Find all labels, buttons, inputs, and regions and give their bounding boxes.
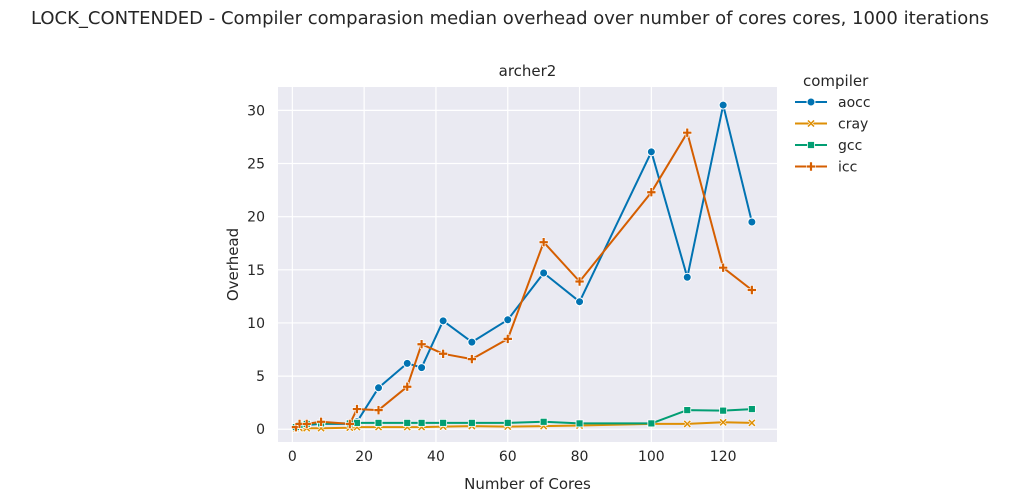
data-point-aocc bbox=[747, 217, 757, 227]
data-point-icc bbox=[438, 348, 448, 359]
data-point-icc bbox=[402, 381, 413, 392]
data-point-gcc bbox=[683, 406, 692, 415]
data-point-icc bbox=[747, 285, 757, 295]
y-tick-label: 5 bbox=[256, 369, 265, 385]
data-point-gcc bbox=[467, 418, 476, 427]
y-tick-label: 15 bbox=[247, 263, 265, 279]
data-point-aocc bbox=[646, 147, 656, 157]
data-point-aocc bbox=[438, 316, 448, 326]
data-point-icc bbox=[291, 422, 301, 432]
data-point-icc bbox=[316, 417, 326, 427]
data-point-aocc bbox=[718, 100, 728, 110]
x-tick-label: 0 bbox=[288, 449, 297, 465]
legend: compiler aocc cray gcc icc bbox=[795, 72, 871, 176]
data-point-aocc bbox=[417, 363, 427, 373]
legend-label-icc: icc bbox=[838, 160, 857, 176]
data-point-aocc bbox=[539, 268, 549, 278]
data-point-icc bbox=[682, 127, 693, 138]
data-point-cray bbox=[682, 419, 692, 429]
tick-labels: 0 20 40 60 80 100 120 0 5 10 15 20 25 30 bbox=[247, 103, 736, 465]
y-tick-label: 30 bbox=[247, 103, 265, 119]
data-point-icc bbox=[294, 419, 305, 429]
data-point-gcc bbox=[539, 417, 548, 426]
x-tick-label: 40 bbox=[427, 449, 445, 465]
data-point-aocc bbox=[682, 272, 692, 282]
legend-marker-icc bbox=[806, 161, 816, 172]
series-layer bbox=[291, 100, 757, 433]
data-point-gcc bbox=[647, 419, 656, 428]
data-point-aocc bbox=[402, 358, 412, 368]
series-icc bbox=[291, 127, 757, 432]
y-tick-label: 20 bbox=[247, 210, 265, 226]
x-axis-label: Number of Cores bbox=[464, 475, 591, 493]
data-point-icc bbox=[373, 405, 384, 415]
data-point-gcc bbox=[719, 406, 728, 415]
data-point-cray bbox=[747, 418, 757, 428]
data-point-gcc bbox=[747, 405, 756, 413]
legend-label-aocc: aocc bbox=[838, 95, 871, 111]
plot-area bbox=[278, 87, 777, 442]
data-point-icc bbox=[646, 187, 657, 198]
data-point-cray bbox=[718, 417, 728, 427]
legend-marker-gcc bbox=[807, 141, 815, 149]
data-point-gcc bbox=[503, 418, 512, 427]
legend-entry-gcc: gcc bbox=[795, 138, 862, 154]
gridlines bbox=[278, 87, 777, 442]
data-point-icc bbox=[502, 334, 513, 344]
data-point-icc bbox=[538, 237, 549, 247]
legend-label-cray: cray bbox=[838, 117, 868, 133]
legend-label-gcc: gcc bbox=[838, 138, 862, 154]
x-tick-label: 80 bbox=[571, 449, 589, 465]
data-point-icc bbox=[352, 404, 362, 414]
legend-marker-cray bbox=[806, 119, 816, 128]
x-tick-label: 100 bbox=[638, 449, 665, 465]
series-line-cray bbox=[295, 421, 752, 430]
x-tick-label: 20 bbox=[355, 449, 373, 465]
data-point-gcc bbox=[439, 418, 448, 427]
y-tick-label: 10 bbox=[247, 316, 265, 332]
x-tick-label: 60 bbox=[499, 449, 517, 465]
data-point-icc bbox=[467, 354, 477, 364]
data-point-gcc bbox=[403, 418, 412, 427]
legend-marker-aocc bbox=[806, 97, 816, 107]
data-point-icc bbox=[301, 419, 312, 429]
y-axis-label: Overhead bbox=[224, 228, 242, 301]
data-point-icc bbox=[416, 339, 427, 350]
data-point-icc bbox=[574, 276, 585, 287]
data-point-aocc bbox=[575, 297, 585, 307]
legend-entry-cray: cray bbox=[795, 117, 868, 133]
data-point-gcc bbox=[417, 418, 426, 427]
data-point-aocc bbox=[467, 337, 477, 347]
figure-title: LOCK_CONTENDED - Compiler comparasion me… bbox=[31, 8, 989, 29]
legend-title: compiler bbox=[803, 72, 869, 90]
axes-title: archer2 bbox=[499, 62, 557, 80]
y-tick-label: 0 bbox=[256, 422, 265, 438]
y-tick-label: 25 bbox=[247, 157, 265, 173]
legend-entry-icc: icc bbox=[795, 160, 857, 176]
data-point-icc bbox=[718, 262, 728, 273]
x-tick-label: 120 bbox=[710, 449, 737, 465]
data-point-aocc bbox=[374, 383, 384, 393]
data-point-icc bbox=[344, 419, 355, 429]
legend-entry-aocc: aocc bbox=[795, 95, 871, 111]
data-point-gcc bbox=[575, 419, 584, 428]
data-point-aocc bbox=[503, 315, 513, 325]
data-point-gcc bbox=[374, 418, 383, 427]
